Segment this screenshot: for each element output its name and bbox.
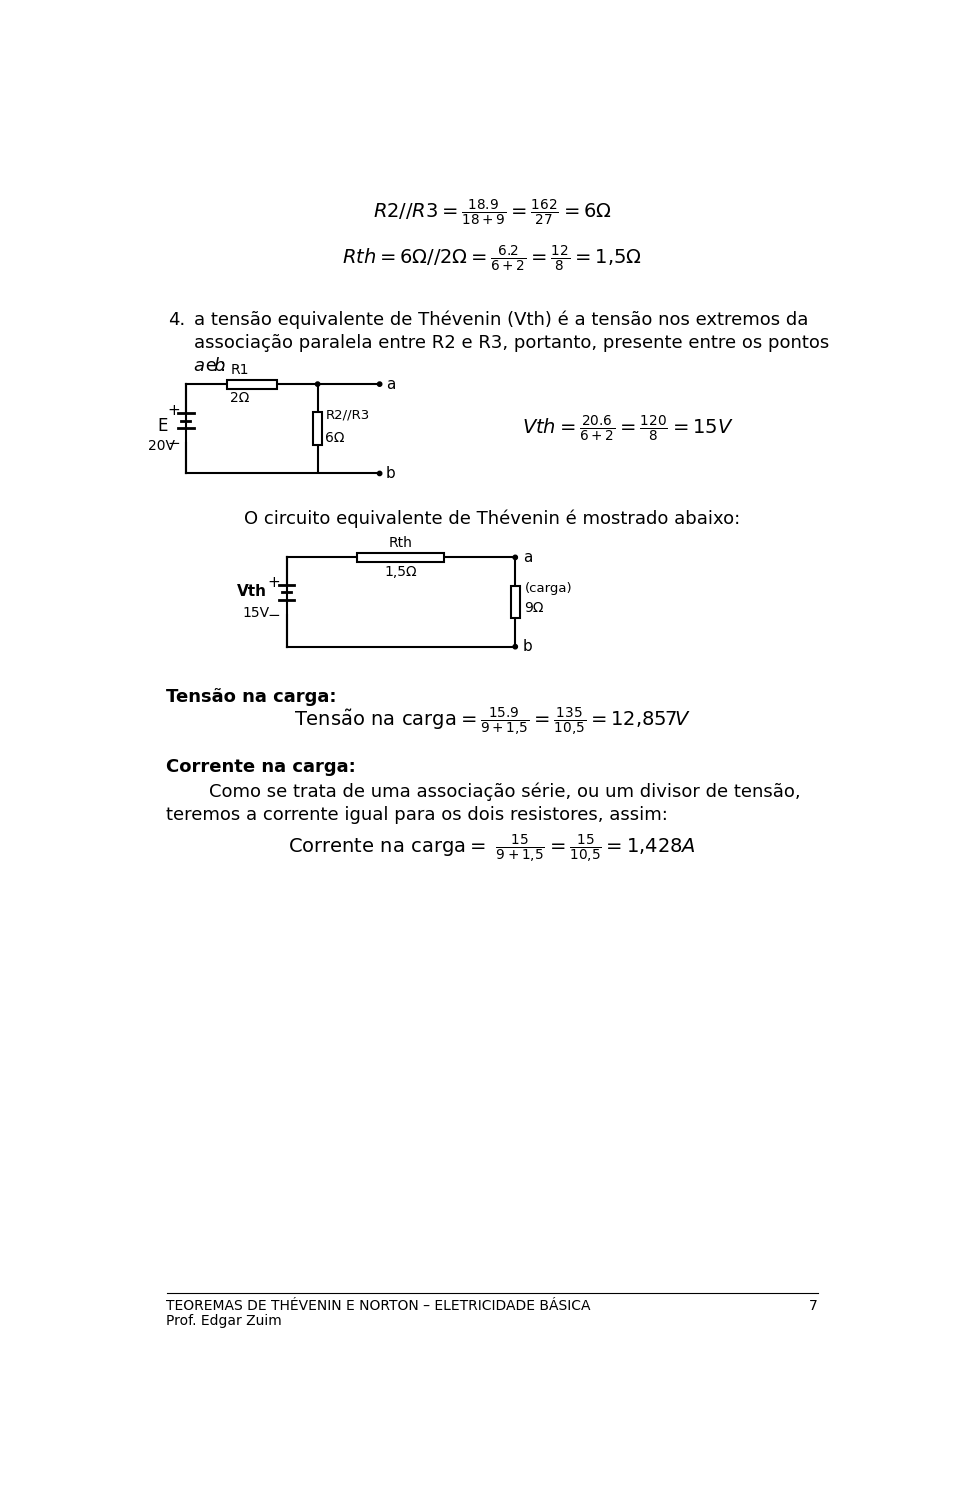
Text: a: a [523, 550, 533, 565]
Text: Como se trata de uma associação série, ou um divisor de tensão,: Como se trata de uma associação série, o… [209, 784, 801, 802]
Text: Rth: Rth [389, 536, 413, 550]
Text: b: b [523, 639, 533, 654]
Text: R1: R1 [230, 363, 250, 377]
Text: b: b [213, 357, 225, 375]
Text: 20V: 20V [148, 439, 175, 452]
Circle shape [513, 555, 517, 559]
Bar [313, 413, 323, 445]
Text: −: − [268, 609, 280, 624]
Text: TEOREMAS DE THÉVENIN E NORTON – ELETRICIDADE BÁSICA: TEOREMAS DE THÉVENIN E NORTON – ELETRICI… [166, 1299, 591, 1313]
Text: 1,5Ω: 1,5Ω [385, 565, 418, 579]
Text: $R2//R3 = \frac{18.9}{18+9} = \frac{162}{27} = 6\Omega$: $R2//R3 = \frac{18.9}{18+9} = \frac{162}… [372, 197, 612, 228]
Bar [357, 553, 444, 562]
Text: O circuito equivalente de Thévenin é mostrado abaixo:: O circuito equivalente de Thévenin é mos… [244, 509, 740, 527]
Text: $Vth = \frac{20.6}{6+2} = \frac{120}{8} = 15V$: $Vth = \frac{20.6}{6+2} = \frac{120}{8} … [522, 414, 733, 445]
Text: −: − [167, 436, 180, 451]
Bar [511, 586, 519, 618]
Text: :: : [220, 357, 226, 375]
Circle shape [316, 381, 320, 386]
Text: +: + [167, 402, 180, 417]
Text: Vth: Vth [237, 583, 267, 598]
Circle shape [513, 645, 517, 650]
Text: 4.: 4. [168, 310, 185, 329]
Text: 6Ω: 6Ω [325, 431, 345, 445]
Bar [227, 380, 276, 389]
Text: a: a [386, 377, 396, 392]
Text: a: a [194, 357, 204, 375]
Text: $\mathrm{Tens\~{a}o\ na\ carga} = \frac{15.9}{9+1{,}5} = \frac{135}{10{,}5} = 12: $\mathrm{Tens\~{a}o\ na\ carga} = \frac{… [294, 705, 690, 738]
Text: 7: 7 [808, 1299, 818, 1313]
Text: 2Ω: 2Ω [230, 390, 250, 405]
Text: Tensão na carga:: Tensão na carga: [166, 689, 337, 707]
Text: $\mathrm{Corrente\ na\ carga=}\ \frac{15}{9+1{,}5} = \frac{15}{10{,}5} = 1{,}428: $\mathrm{Corrente\ na\ carga=}\ \frac{15… [288, 832, 696, 865]
Text: b: b [386, 466, 396, 481]
Circle shape [377, 472, 382, 476]
Text: +: + [268, 574, 280, 589]
Text: E: E [157, 417, 168, 436]
Text: 15V: 15V [242, 606, 269, 619]
Text: $Rth = 6\Omega//2\Omega = \frac{6.2}{6+2} = \frac{12}{8} = 1{,}5\Omega$: $Rth = 6\Omega//2\Omega = \frac{6.2}{6+2… [342, 244, 642, 274]
Text: Corrente na carga:: Corrente na carga: [166, 758, 356, 776]
Circle shape [377, 381, 382, 386]
Text: 9Ω: 9Ω [524, 601, 544, 615]
Text: Prof. Edgar Zuim: Prof. Edgar Zuim [166, 1314, 282, 1328]
Text: R2//R3: R2//R3 [325, 408, 370, 422]
Text: (carga): (carga) [524, 582, 572, 595]
Text: associação paralela entre R2 e R3, portanto, presente entre os pontos: associação paralela entre R2 e R3, porta… [194, 335, 828, 353]
Text: teremos a corrente igual para os dois resistores, assim:: teremos a corrente igual para os dois re… [166, 806, 668, 824]
Text: e: e [201, 357, 223, 375]
Text: a tensão equivalente de Thévenin (Vth) é a tensão nos extremos da: a tensão equivalente de Thévenin (Vth) é… [194, 310, 808, 330]
